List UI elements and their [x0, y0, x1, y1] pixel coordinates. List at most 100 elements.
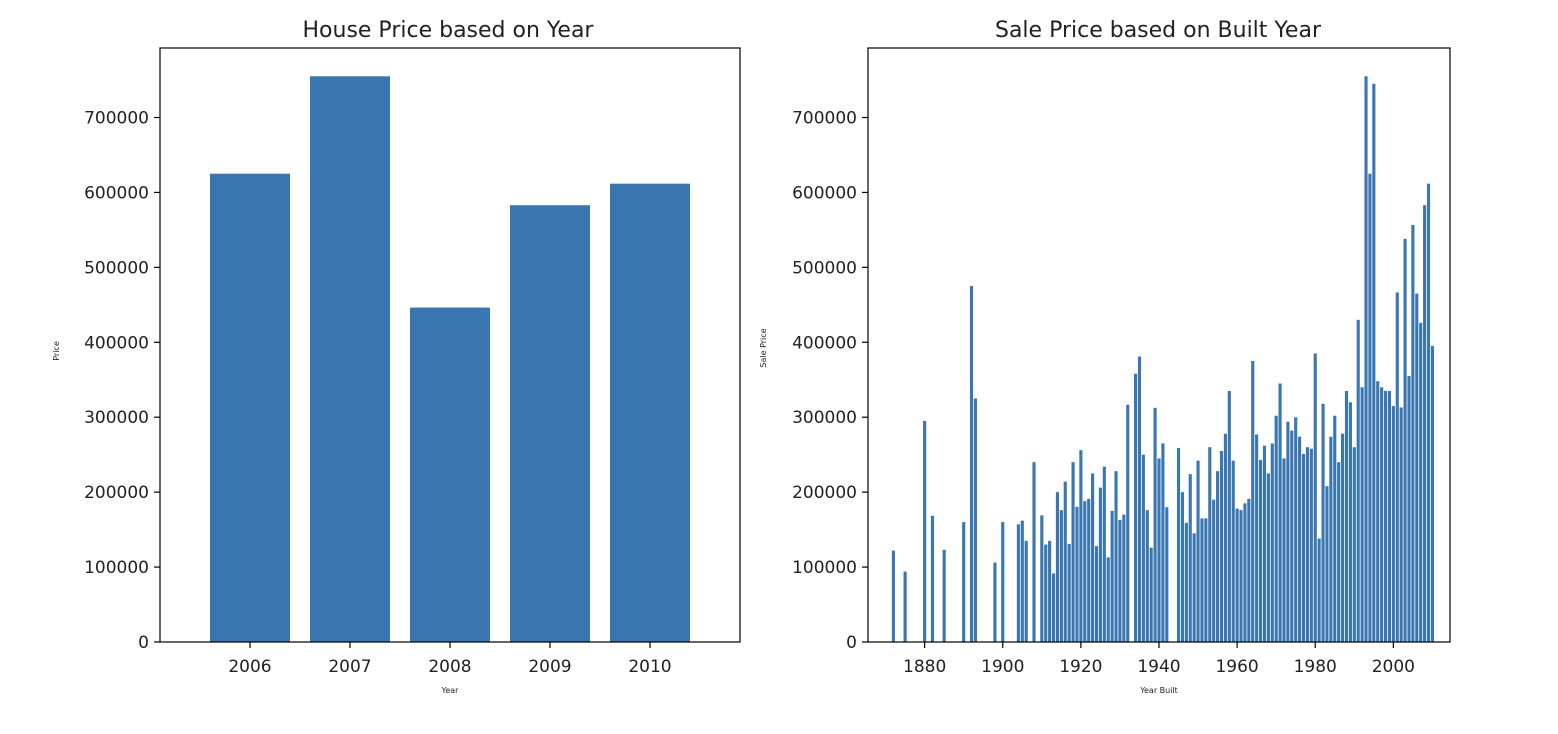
bar-2006	[1415, 293, 1419, 642]
bar-1913	[1051, 573, 1056, 642]
bar-2007	[1419, 322, 1423, 642]
bar-1981	[1317, 538, 1321, 642]
bars	[210, 76, 690, 643]
x-axis-ticks: 1880 1900 1920 1940 1960 1980 2000	[903, 642, 1415, 677]
x-tick-label: 2007	[328, 657, 371, 677]
bar-1960	[1235, 508, 1239, 642]
bar-1998	[1383, 390, 1388, 642]
bar-1971	[1278, 383, 1282, 642]
bar-1973	[1286, 421, 1290, 642]
bar-1979	[1309, 448, 1313, 642]
bar-1949	[1192, 533, 1196, 642]
bar-1925	[1098, 487, 1102, 642]
bar-1993	[1364, 76, 1368, 643]
bar-2009	[510, 205, 590, 642]
y-axis-ticks: 0 100000 200000 300000 400000 500000 600000 700…	[792, 108, 868, 653]
bar-1996	[1376, 381, 1380, 642]
bar-1985	[1333, 415, 1337, 642]
bar-1885	[942, 549, 946, 642]
bar-1997	[1380, 387, 1384, 642]
bar-1940	[1157, 458, 1161, 642]
bar-1965	[1255, 434, 1259, 642]
bar-1905	[1020, 520, 1024, 642]
bar-1918	[1071, 462, 1075, 642]
bar-1954	[1212, 499, 1216, 642]
bar-1968	[1266, 473, 1270, 642]
bar-2009	[1426, 183, 1431, 642]
bar-1880	[923, 420, 927, 642]
bar-1921	[1083, 501, 1087, 642]
bar-1977	[1301, 453, 1306, 642]
bar-1969	[1270, 443, 1274, 642]
x-tick-label: 1980	[1294, 657, 1337, 677]
bar-1941	[1161, 443, 1165, 642]
x-tick-label: 2009	[528, 657, 571, 677]
bar-1992	[1360, 387, 1364, 642]
y-axis-ticks: 0 100000 200000 300000 400000 500000 600000 700…	[84, 108, 160, 653]
bar-1975	[1294, 417, 1298, 642]
plot-frame	[159, 47, 741, 643]
bar-1875	[903, 571, 907, 642]
bar-1999	[1387, 390, 1392, 642]
y-tick-label: 300000	[792, 408, 857, 428]
x-tick-label: 2008	[428, 657, 471, 677]
bar-1924	[1094, 546, 1099, 642]
bar-1908	[1032, 462, 1036, 642]
bar-1927	[1106, 557, 1110, 642]
bar-2007	[310, 76, 390, 643]
bar-1976	[1298, 436, 1302, 642]
bar-1911	[1044, 544, 1048, 642]
bar-1950	[1196, 460, 1200, 642]
y-tick-label: 700000	[792, 108, 857, 128]
chart-sale-price-by-built-year: Sale Price based on Built Year 0 100000 20…	[759, 18, 1451, 695]
bar-1945	[1176, 447, 1181, 642]
chart-house-price-by-year: House Price based on Year 0 100000 200000 3…	[52, 18, 741, 695]
chart-title: Sale Price based on Built Year	[995, 18, 1322, 43]
bar-1914	[1055, 492, 1060, 642]
bar-1922	[1087, 498, 1091, 642]
bar-2003	[1403, 238, 1407, 642]
bar-1912	[1048, 540, 1052, 642]
bar-1961	[1239, 510, 1243, 642]
bar-1988	[1344, 390, 1349, 642]
y-tick-label: 200000	[792, 483, 857, 503]
bar-1938	[1149, 547, 1153, 642]
bar-1937	[1145, 510, 1149, 642]
bar-1952	[1204, 518, 1208, 642]
y-axis-label: Price	[52, 341, 61, 361]
x-tick-label: 1940	[1137, 657, 1180, 677]
bar-1882	[930, 515, 935, 642]
bar-1966	[1258, 459, 1263, 642]
bar-1963	[1247, 498, 1251, 642]
bar-2010	[1430, 346, 1434, 642]
y-tick-label: 600000	[84, 183, 149, 203]
bar-1936	[1141, 454, 1145, 642]
y-tick-label: 0	[138, 633, 149, 653]
bar-1990	[1352, 447, 1356, 642]
bar-1964	[1251, 361, 1255, 642]
bar-2010	[610, 183, 690, 642]
y-tick-label: 700000	[84, 108, 149, 128]
bar-1959	[1231, 460, 1235, 642]
bar-1919	[1075, 506, 1079, 642]
bar-1970	[1274, 415, 1278, 642]
bar-1989	[1348, 402, 1352, 642]
bar-1991	[1356, 319, 1360, 642]
y-tick-label: 200000	[84, 483, 149, 503]
bar-1994	[1368, 173, 1372, 642]
y-tick-label: 300000	[84, 408, 149, 428]
bar-1957	[1223, 433, 1227, 642]
bar-2001	[1395, 292, 1399, 642]
bar-1910	[1040, 515, 1044, 642]
bar-2008	[1423, 205, 1427, 642]
bar-1934	[1134, 373, 1138, 642]
y-tick-label: 100000	[792, 558, 857, 578]
y-axis-label: Sale Price	[759, 328, 768, 367]
x-tick-label: 2006	[228, 657, 271, 677]
y-tick-label: 0	[846, 633, 857, 653]
bar-1958	[1227, 390, 1231, 642]
bar-1951	[1200, 518, 1204, 642]
bar-1929	[1114, 471, 1118, 642]
bar-1928	[1110, 510, 1114, 642]
bar-1923	[1091, 473, 1095, 642]
